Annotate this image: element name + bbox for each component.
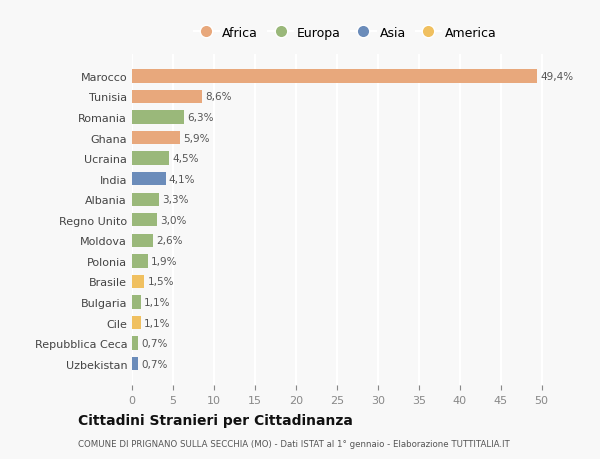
Text: 8,6%: 8,6%	[206, 92, 232, 102]
Text: 3,0%: 3,0%	[160, 215, 186, 225]
Bar	[132, 357, 138, 370]
Text: 4,5%: 4,5%	[172, 154, 199, 164]
Bar	[132, 193, 159, 207]
Text: 1,1%: 1,1%	[144, 318, 171, 328]
Bar	[132, 213, 157, 227]
Bar	[132, 316, 141, 330]
Text: 0,7%: 0,7%	[141, 359, 167, 369]
Text: 49,4%: 49,4%	[540, 72, 573, 82]
Text: 0,7%: 0,7%	[141, 338, 167, 348]
Bar	[132, 173, 166, 186]
Bar	[132, 337, 138, 350]
Text: 1,9%: 1,9%	[151, 256, 178, 266]
Bar	[132, 255, 148, 268]
Text: Cittadini Stranieri per Cittadinanza: Cittadini Stranieri per Cittadinanza	[78, 414, 353, 428]
Bar	[132, 296, 141, 309]
Text: 4,1%: 4,1%	[169, 174, 196, 185]
Bar	[132, 70, 537, 84]
Text: 1,5%: 1,5%	[148, 277, 174, 287]
Bar	[132, 275, 144, 289]
Text: 5,9%: 5,9%	[184, 133, 210, 143]
Bar	[132, 111, 184, 124]
Text: COMUNE DI PRIGNANO SULLA SECCHIA (MO) - Dati ISTAT al 1° gennaio - Elaborazione : COMUNE DI PRIGNANO SULLA SECCHIA (MO) - …	[78, 439, 510, 448]
Text: 6,3%: 6,3%	[187, 113, 214, 123]
Text: 1,1%: 1,1%	[144, 297, 171, 308]
Legend: Africa, Europa, Asia, America: Africa, Europa, Asia, America	[188, 22, 502, 45]
Bar	[132, 152, 169, 165]
Text: 2,6%: 2,6%	[157, 236, 183, 246]
Bar	[132, 132, 181, 145]
Text: 3,3%: 3,3%	[163, 195, 189, 205]
Bar	[132, 234, 154, 247]
Bar	[132, 90, 202, 104]
